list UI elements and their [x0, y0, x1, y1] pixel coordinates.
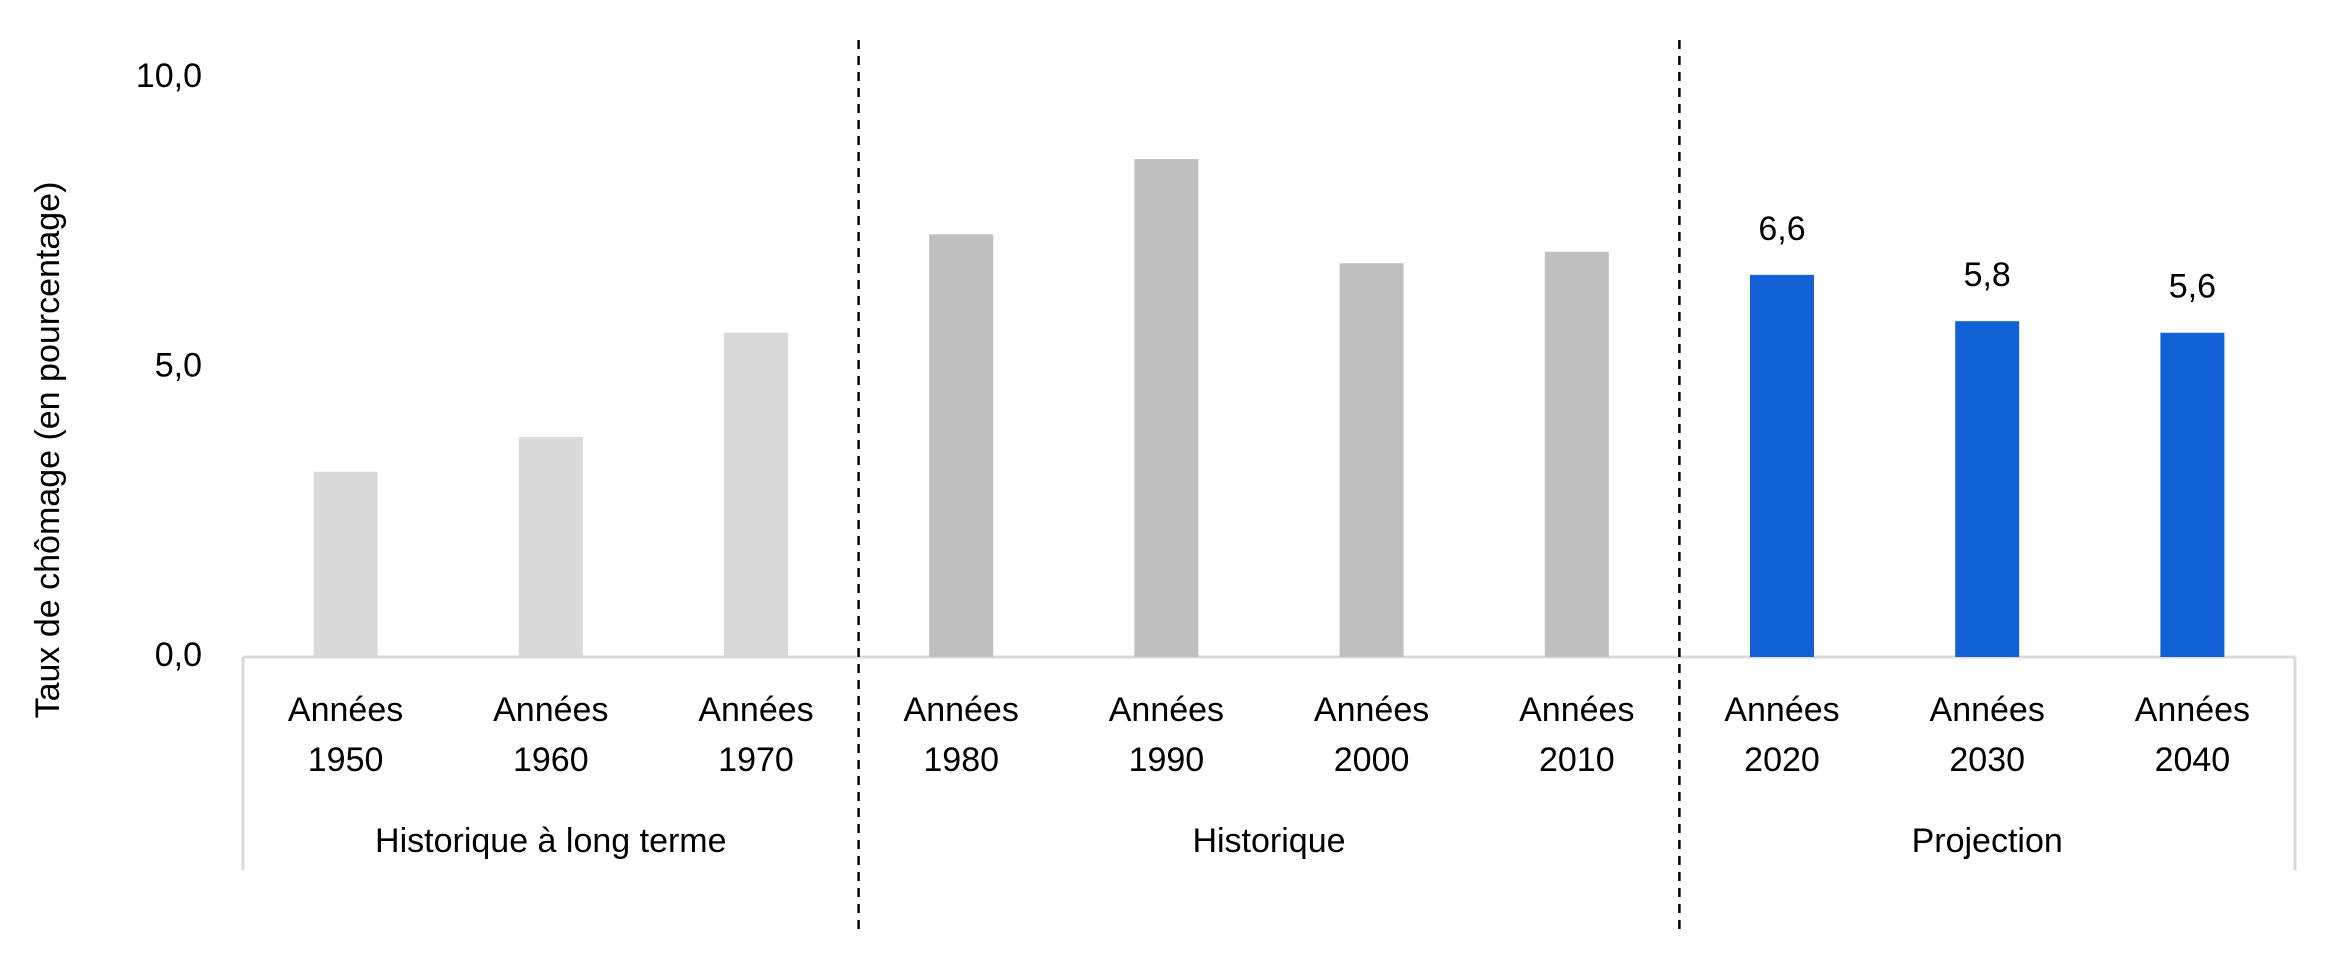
y-axis-title: Taux de chômage (en pourcentage) [29, 182, 67, 719]
bar [1339, 263, 1404, 657]
value-label: 5,8 [1964, 256, 2011, 294]
bar [1750, 274, 1814, 657]
x-tick-label: Années 2000 [1314, 691, 1429, 779]
value-label: 6,6 [1758, 210, 1805, 248]
x-tick-label: Années 2030 [1930, 691, 2045, 779]
x-tick-label: Années 1990 [1109, 691, 1224, 779]
group-label: Projection [1912, 822, 2063, 860]
y-tick-label: 5,0 [155, 346, 202, 384]
bar [518, 436, 583, 657]
group-label: Historique [1192, 822, 1345, 860]
bar [313, 471, 378, 657]
bar [1955, 321, 2020, 657]
bar [2160, 332, 2225, 657]
value-label: 5,6 [2169, 268, 2216, 306]
y-tick-label: 0,0 [155, 636, 202, 674]
bar [1134, 159, 1199, 657]
x-tick-label: Années 1980 [904, 691, 1019, 779]
x-tick-label: Années 2040 [2135, 691, 2250, 779]
bar [724, 332, 788, 657]
x-tick-label: Années 1970 [698, 691, 813, 779]
bar [929, 234, 994, 657]
x-tick-label: Années 2020 [1724, 691, 1839, 779]
y-tick-label: 10,0 [136, 57, 202, 95]
x-tick-label: Années 2010 [1519, 691, 1634, 779]
bar [1544, 251, 1609, 657]
x-tick-label: Années 1960 [493, 691, 608, 779]
group-label: Historique à long terme [375, 822, 727, 860]
x-tick-label: Années 1950 [288, 691, 403, 779]
